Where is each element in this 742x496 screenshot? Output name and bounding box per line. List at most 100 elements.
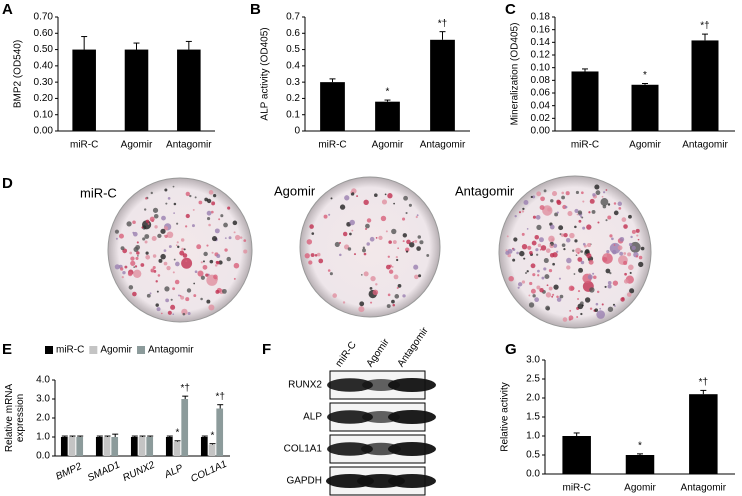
stain-spot (574, 225, 577, 229)
y-tick-label: 0.50 (34, 44, 54, 55)
stain-spot (386, 304, 391, 309)
stain-spot (374, 193, 378, 198)
stain-spot (145, 251, 149, 255)
stain-spot (147, 222, 150, 225)
x-tick-label: Agomir (629, 140, 661, 151)
stain-spot (519, 250, 525, 257)
stain-spot (402, 294, 406, 298)
bar (60, 437, 68, 456)
stain-spot (613, 210, 619, 216)
stain-spot (528, 302, 535, 308)
stain-spot (573, 273, 576, 275)
bar (208, 444, 216, 456)
stain-spot (543, 267, 547, 271)
stain-spot (350, 191, 353, 194)
stain-spot (416, 214, 419, 217)
stain-spot (144, 240, 148, 244)
y-tick-label: 2.0 (526, 393, 540, 404)
y-tick-label: 0.4 (286, 60, 300, 71)
x-tick-label: Antagomir (681, 483, 727, 494)
stain-spot (417, 235, 422, 239)
stain-spot (156, 290, 159, 293)
stain-spot (612, 249, 617, 255)
dish-label: Antagomir (455, 183, 515, 198)
stain-spot (180, 295, 185, 300)
stain-spot (414, 274, 419, 280)
stain-spot (161, 215, 166, 221)
stain-spot (366, 242, 370, 246)
y-tick-label: 0.00 (531, 126, 551, 137)
stain-spot (599, 307, 602, 310)
stain-spot (594, 308, 599, 312)
stain-spot (323, 214, 328, 219)
stain-spot (603, 191, 606, 194)
stain-spot (614, 305, 616, 307)
stain-spot (213, 194, 217, 198)
stain-spot (124, 265, 128, 269)
stain-spot (534, 297, 540, 303)
stain-spot (592, 272, 595, 275)
y-tick-label: 0.0 (36, 451, 50, 462)
x-tick-label: Antagomir (682, 140, 728, 151)
x-tick-label: miR-C (70, 140, 98, 151)
stain-spot (200, 297, 203, 301)
stain-spot (174, 279, 180, 285)
stain-spot (552, 293, 555, 296)
stain-spot (589, 307, 593, 310)
stain-spot (304, 253, 310, 259)
stain-spot (521, 243, 528, 250)
stain-spot (327, 269, 331, 272)
y-tick-label: 0 (294, 126, 300, 137)
stain-spot (587, 274, 593, 280)
stain-spot (580, 250, 583, 253)
stain-spot (412, 241, 415, 243)
stain-spot (223, 222, 228, 228)
stain-spot (527, 245, 532, 250)
stain-spot (164, 188, 168, 192)
stain-spot (543, 258, 549, 264)
bar (631, 84, 659, 131)
stain-spot (388, 240, 392, 244)
bar (138, 437, 146, 456)
stain-spot (592, 193, 596, 197)
stain-spot (182, 253, 188, 258)
y-axis-label: Relative mRNA (4, 384, 15, 453)
stain-spot (200, 261, 203, 264)
stain-spot (530, 263, 536, 269)
bar (76, 437, 84, 456)
stain-spot (397, 283, 402, 288)
y-tick-label: 3.0 (526, 355, 540, 366)
stain-spot (151, 236, 157, 242)
stain-spot (152, 254, 157, 258)
stain-spot (405, 247, 410, 252)
stain-spot (409, 242, 415, 248)
bar (689, 394, 718, 474)
stain-spot (591, 209, 596, 214)
stain-spot (160, 228, 166, 234)
stain-spot (185, 213, 190, 219)
stain-spot (539, 205, 545, 211)
x-tick-label: Antagomir (420, 140, 466, 151)
stain-spot (163, 226, 169, 231)
stain-spot (602, 256, 608, 262)
y-tick-label: 0.40 (34, 60, 54, 71)
lane-label: miR-C (334, 340, 359, 370)
stain-spot (129, 251, 133, 255)
stain-spot (187, 311, 191, 316)
stain-spot (587, 243, 592, 248)
stain-spot (175, 244, 178, 247)
stain-spot (200, 275, 205, 280)
bar (68, 437, 76, 456)
y-tick-label: 0.20 (34, 93, 54, 104)
x-tick-label: RUNX2 (121, 459, 157, 483)
stain-spot (180, 238, 185, 242)
stain-spot (577, 257, 583, 262)
stain-spot (605, 219, 608, 222)
stain-spot (536, 285, 541, 290)
y-tick-label: 0.16 (531, 24, 551, 35)
stain-spot (167, 310, 172, 315)
bar (181, 399, 189, 456)
stain-spot (525, 272, 528, 275)
stain-spot (127, 271, 133, 277)
stain-spot (567, 211, 573, 217)
